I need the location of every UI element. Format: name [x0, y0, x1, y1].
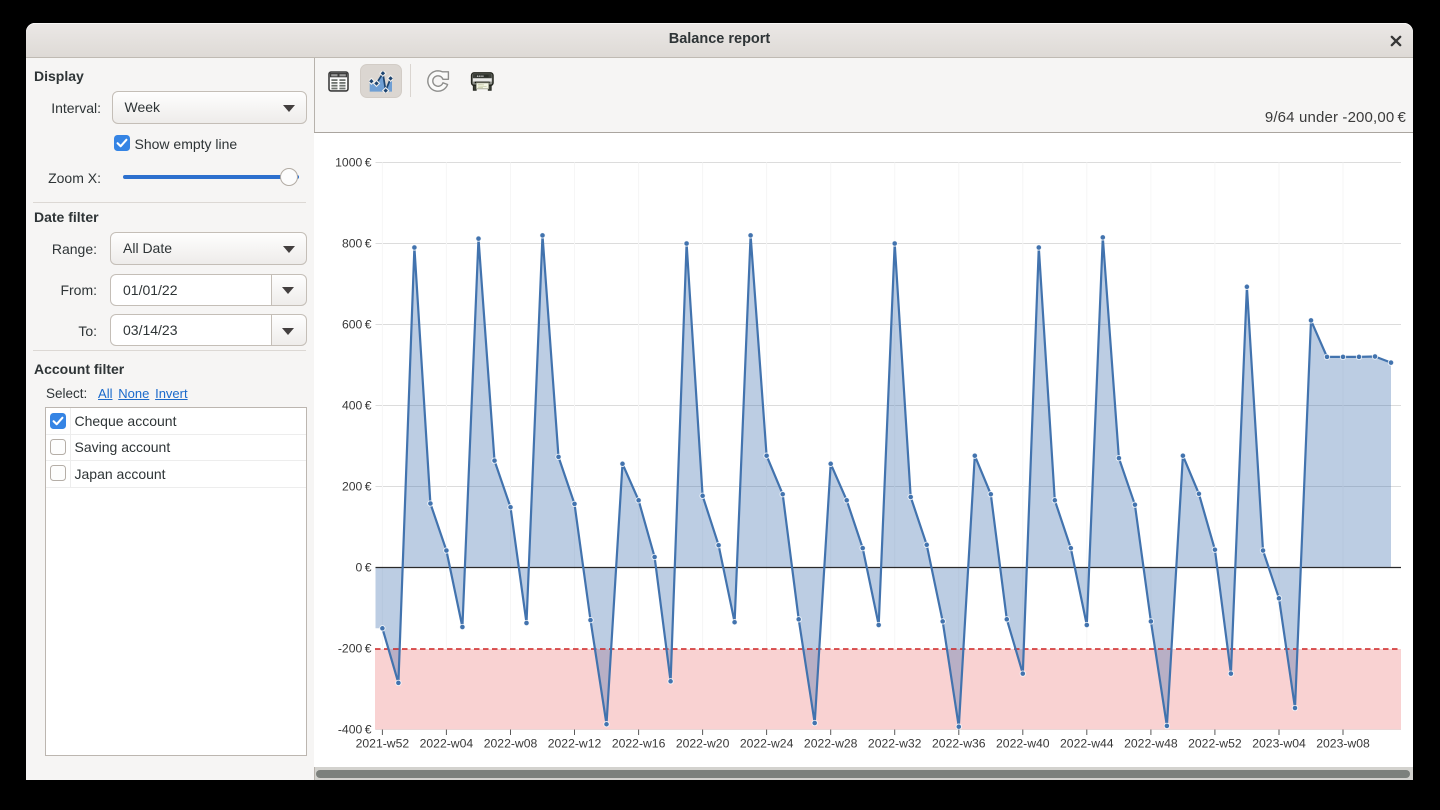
- svg-text:2023-w04: 2023-w04: [1252, 736, 1306, 750]
- svg-text:2022-w44: 2022-w44: [1060, 736, 1114, 750]
- svg-text:2022-w32: 2022-w32: [867, 736, 921, 750]
- svg-text:1000 €: 1000 €: [335, 155, 372, 169]
- svg-text:400 €: 400 €: [341, 398, 371, 412]
- svg-text:2022-w20: 2022-w20: [675, 736, 729, 750]
- svg-text:2022-w04: 2022-w04: [419, 736, 473, 750]
- svg-text:200 €: 200 €: [341, 479, 371, 493]
- svg-text:2022-w28: 2022-w28: [803, 736, 857, 750]
- svg-text:600 €: 600 €: [341, 317, 371, 331]
- svg-text:2022-w24: 2022-w24: [739, 736, 793, 750]
- svg-text:2022-w48: 2022-w48: [1124, 736, 1178, 750]
- svg-text:2021-w52: 2021-w52: [355, 736, 409, 750]
- svg-text:-200 €: -200 €: [337, 641, 371, 655]
- svg-text:2022-w36: 2022-w36: [932, 736, 986, 750]
- svg-text:800 €: 800 €: [341, 236, 371, 250]
- svg-text:2022-w12: 2022-w12: [547, 736, 601, 750]
- svg-text:2022-w40: 2022-w40: [996, 736, 1050, 750]
- svg-text:2023-w08: 2023-w08: [1316, 736, 1370, 750]
- svg-text:-400 €: -400 €: [337, 722, 371, 736]
- svg-text:2022-w52: 2022-w52: [1188, 736, 1242, 750]
- svg-text:2022-w08: 2022-w08: [483, 736, 537, 750]
- svg-text:0 €: 0 €: [355, 560, 371, 574]
- svg-text:2022-w16: 2022-w16: [611, 736, 665, 750]
